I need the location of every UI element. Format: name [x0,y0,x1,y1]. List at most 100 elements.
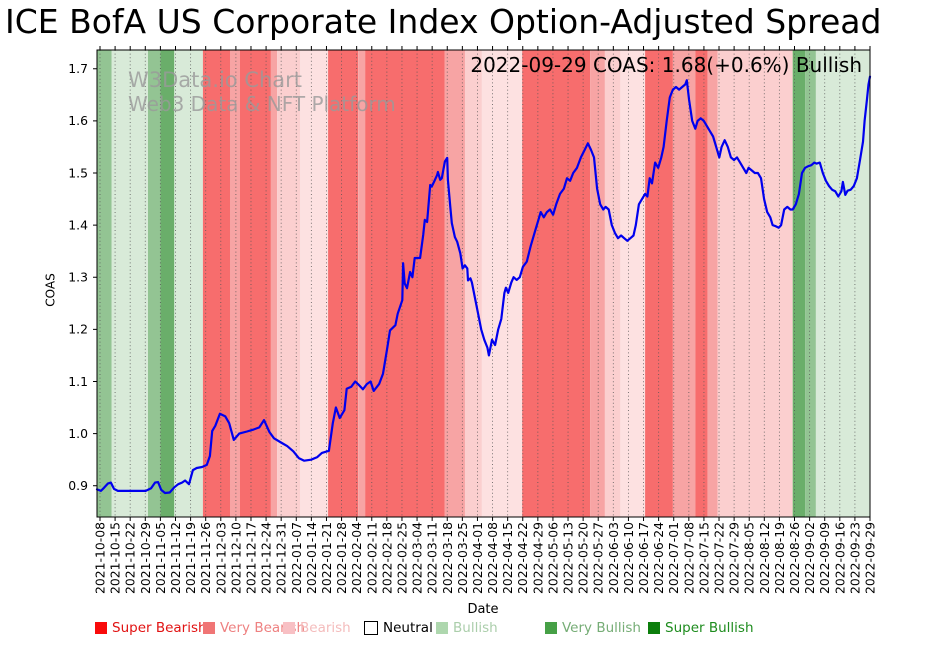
x-tick-label: 2022-07-01 [666,522,681,594]
sentiment-band-bearish-faint [482,50,523,517]
y-tick-label: 1.0 [68,426,88,441]
legend-label: Bullish [453,620,498,636]
plot-border [96,49,871,518]
x-tick-label: 2022-04-15 [500,522,515,594]
sentiment-band-very-bearish [358,50,366,517]
x-tick-label: 2021-10-15 [108,522,123,594]
x-tick-label: 2022-06-24 [651,522,666,594]
y-tick-label: 1.4 [68,217,88,232]
x-tick-label: 2022-08-12 [757,522,772,594]
x-tick-label: 2021-11-05 [153,522,168,594]
sentiment-band-bearish-faint [620,50,645,517]
x-tick-label: 2022-04-01 [470,522,485,594]
legend-swatch-icon [364,621,378,635]
x-tick-label: 2022-07-15 [696,522,711,594]
x-tick-label: 2022-07-22 [712,522,727,594]
y-tick-label: 1.6 [68,113,88,128]
y-tick-label: 1.7 [68,61,88,76]
x-tick-label: 2022-08-19 [772,522,787,594]
y-tick-label: 1.2 [68,322,88,337]
sentiment-band-super-bullish [160,50,175,517]
x-tick-label: 2022-04-29 [530,522,545,594]
legend-label: Super Bullish [665,620,754,636]
sentiment-band-bullish [174,50,203,517]
x-tick-label: 2022-02-18 [379,522,394,594]
sentiment-band-super-bearish [328,50,359,517]
x-tick-label: 2022-08-26 [787,522,802,594]
x-tick-label: 2022-01-07 [289,522,304,594]
x-tick-label: 2022-01-28 [334,522,349,594]
legend-item-bearish: Bearish [283,620,351,636]
legend-item-bullish: Bullish [436,620,498,636]
y-tick-label: 0.9 [68,478,88,493]
sentiment-band-bearish [717,50,793,517]
sentiment-band-very-bearish [672,50,696,517]
x-tick-label: 2022-07-29 [727,522,742,594]
legend: Super Bearish Very Bearish Bearish Neutral B… [0,620,942,642]
x-axis-title: Date [467,602,499,617]
legend-item-super-bearish: Super Bearish [95,620,207,636]
x-tick-label: 2021-12-10 [228,522,243,594]
sentiment-band-bearish-faint [300,50,329,517]
y-tick-label: 1.3 [68,270,88,285]
legend-label: Bearish [300,620,351,636]
x-tick-label: 2022-09-23 [847,522,862,594]
x-tick-label: 2022-06-03 [606,522,621,594]
sentiment-band-very-bullish [805,50,816,517]
x-tick-label: 2022-05-06 [545,522,560,594]
latest-value-annotation: 2022-09-29 COAS: 1.68(+0.6%) Bullish [470,53,862,77]
coas-line [95,75,872,495]
sentiment-band-super-bearish [695,50,708,517]
sentiment-band-bullish [815,50,870,517]
x-tick-label: 2021-12-24 [259,522,274,594]
x-tick-label: 2021-11-12 [168,522,183,594]
chart-title: ICE BofA US Corporate Index Option-Adjus… [5,2,882,41]
sentiment-band-super-bearish [202,50,230,517]
x-tick-label: 2021-12-17 [243,522,258,594]
x-tick-label: 2022-01-21 [319,522,334,594]
x-tick-label: 2022-08-05 [742,522,757,594]
x-tick-label: 2021-10-22 [123,522,138,594]
sentiment-band-super-bullish [792,50,806,517]
sentiment-band-very-bearish [270,50,278,517]
x-tick-label: 2021-12-03 [213,522,228,594]
x-tick-label: 2021-10-29 [138,522,153,594]
x-tick-label: 2022-05-27 [591,522,606,594]
legend-swatch-icon [95,622,107,634]
sentiment-band-very-bearish [707,50,718,517]
x-tick-label: 2022-06-10 [621,522,636,594]
legend-swatch-icon [648,622,660,634]
x-tick-label: 2022-03-04 [410,522,425,594]
sentiment-band-bearish [464,50,482,517]
x-tick-label: 2022-05-13 [561,522,576,594]
x-tick-label: 2021-12-31 [274,522,289,594]
legend-label: Very Bullish [562,620,641,636]
x-tick-label: 2022-04-22 [515,522,530,594]
sentiment-band-very-bullish [97,50,112,517]
sentiment-band-bearish [604,50,621,517]
legend-label: Neutral [383,620,433,636]
legend-item-super-bullish: Super Bullish [648,620,754,636]
x-tick-label: 2022-02-04 [349,522,364,594]
legend-swatch-icon [545,622,557,634]
y-tick-label: 1.1 [68,374,88,389]
legend-label: Super Bearish [112,620,207,636]
x-tick-label: 2021-11-19 [183,522,198,594]
x-tick-label: 2022-09-09 [817,522,832,594]
x-tick-label: 2022-04-08 [485,522,500,594]
sentiment-band-very-bearish [590,50,605,517]
x-tick-label: 2021-11-26 [198,522,213,594]
x-tick-label: 2022-02-11 [364,522,379,594]
x-tick-label: 2022-03-18 [440,522,455,594]
x-tick-label: 2022-07-08 [681,522,696,594]
sentiment-band-bearish [277,50,301,517]
legend-swatch-icon [436,622,448,634]
x-tick-label: 2022-01-14 [304,522,319,594]
x-tick-label: 2022-06-17 [636,522,651,594]
sentiment-band-very-bearish [444,50,465,517]
x-tick-label: 2021-10-08 [93,522,108,594]
sentiment-band-very-bearish [230,50,240,517]
x-tick-label: 2022-03-11 [425,522,440,594]
y-tick-label: 1.5 [68,165,88,180]
